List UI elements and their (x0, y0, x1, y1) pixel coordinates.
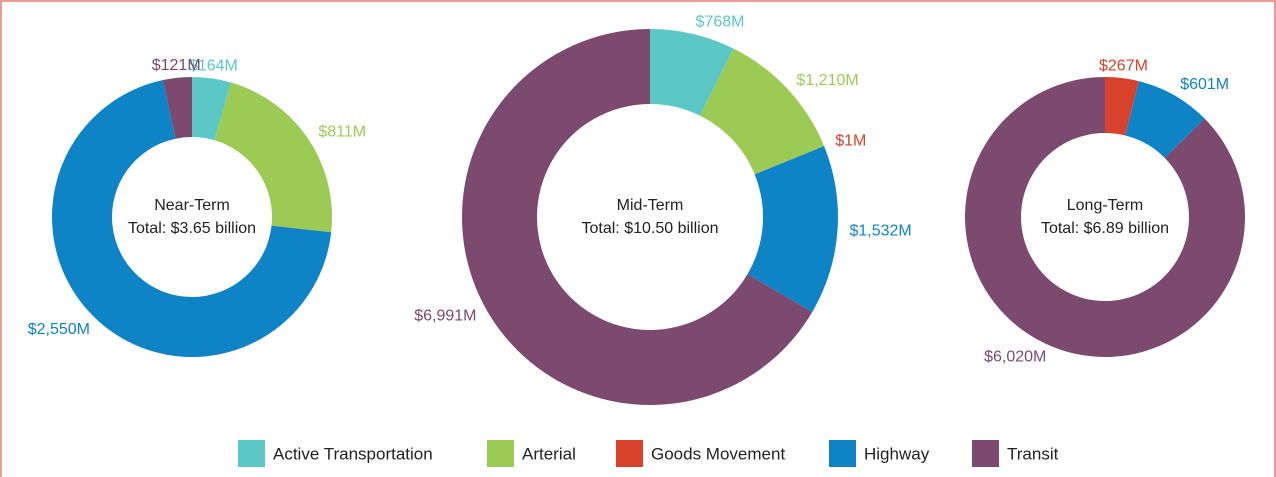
value-label: $6,020M (984, 348, 1046, 365)
donut-slice (192, 77, 232, 141)
legend-swatch (829, 440, 856, 467)
donut-slice (1105, 77, 1139, 136)
legend-swatch (238, 440, 265, 467)
value-label: $811M (318, 124, 366, 141)
donut-slice (965, 77, 1245, 357)
donut-total: Total: $6.89 billion (1041, 220, 1169, 237)
value-label: $768M (696, 13, 745, 30)
legend-label: Active Transportation (273, 444, 433, 463)
legend-label: Highway (864, 444, 930, 463)
value-label: $164M (189, 58, 238, 75)
legend-swatch (616, 440, 643, 467)
donut-slice (700, 48, 825, 175)
value-label: $1M (835, 133, 866, 150)
donut-slice (650, 29, 734, 116)
legend-swatch (487, 440, 514, 467)
value-label: $2,550M (28, 321, 90, 338)
value-label: $121M (152, 57, 201, 74)
donut-slice (747, 146, 838, 313)
donut-slice (51, 80, 332, 357)
value-label: $601M (1180, 76, 1229, 93)
value-label: $267M (1099, 57, 1148, 74)
donut-slice (461, 29, 813, 406)
value-label: $6,991M (414, 308, 476, 325)
legend-swatch (972, 440, 999, 467)
donut-slice (1125, 81, 1205, 158)
donut-title: Long-Term (1067, 197, 1143, 214)
value-label: $1,532M (849, 223, 911, 240)
donut-total: Total: $10.50 billion (582, 220, 719, 237)
value-label: $1,210M (796, 72, 858, 89)
donut-title: Mid-Term (617, 197, 684, 214)
donut-slice (754, 145, 825, 175)
donut-slice (214, 82, 332, 233)
donut-title: Near-Term (154, 197, 230, 214)
donut-total: Total: $3.65 billion (128, 220, 256, 237)
legend-label: Transit (1007, 444, 1059, 463)
donut-slice (163, 77, 192, 139)
legend-label: Goods Movement (651, 444, 785, 463)
legend-label: Arterial (522, 444, 576, 463)
